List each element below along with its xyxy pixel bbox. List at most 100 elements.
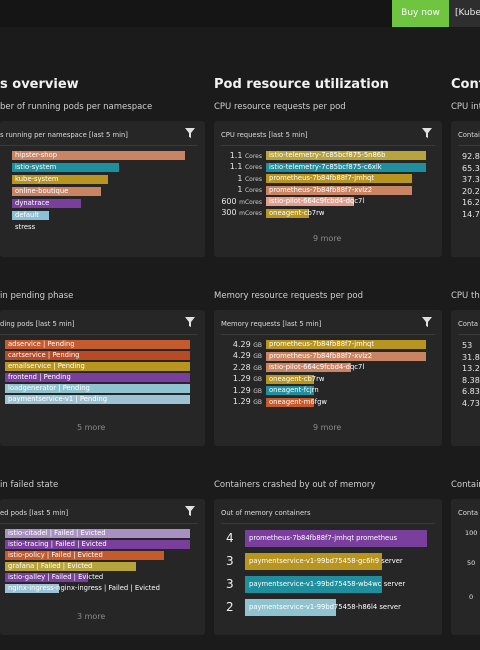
metric-value: 16.2 [462,198,480,207]
bar[interactable]: online-boutique [12,187,101,196]
status-bar[interactable]: emailservice | Pending [5,362,190,371]
bar[interactable]: hipster-shop [12,151,185,160]
more-link[interactable]: 9 more [313,423,342,432]
more-link[interactable]: 3 more [77,612,106,621]
panel-cpu-thr: Conta 53 31.8 13.2 8.38 6.83 4.73 [451,310,480,446]
status-bar[interactable]: istio-policy | Failed | Evicted [5,551,164,560]
panel-head: Contai [458,131,480,139]
filter-icon[interactable] [185,317,195,327]
pod-name: prometheus-7b84fb88f7-jmhqt [269,174,374,182]
panel-containers: Conta 100 50 0 [451,499,480,635]
axis-tick: 0 [469,593,474,601]
subtitle-cpu-int: CPU int [451,102,480,112]
filter-icon[interactable] [185,506,195,516]
pod-name: istio-pilot-664c9fcbd4-dqc7l [269,197,365,205]
bar[interactable]: istio-system [12,163,119,172]
panel-head: Conta [458,320,479,328]
resource-bar[interactable]: oneagent-cb7rw [266,208,324,218]
pod-name: oneagent-cb7rw [269,208,325,217]
status-bar[interactable]: istio-citadel | Failed | Evicted [5,529,190,538]
oom-bar[interactable]: paymentservice-v1-99bd75458-wb4wc server [245,576,405,593]
resource-bar[interactable]: istio-pilot-664c9fcbd4-dqc7l [266,363,364,372]
filter-icon[interactable] [185,128,195,138]
status-bar[interactable]: loadgenerator | Pending [5,384,190,393]
value-number: 4.29 [232,351,251,360]
resource-bar[interactable]: prometheus-7b84fb88f7-xvlz2 [266,185,412,195]
oom-bar[interactable]: paymentservice-v1-99bd75458-gc6h9 server [245,553,403,570]
resource-bar[interactable]: istio-telemetry-7c85bcf875-c6xlk [266,162,426,172]
container-name: paymentservice-v1-99bd75458-h86l4 server [249,603,401,611]
panel-memory-requests: Memory requests [last 5 min] 4.29 GB prom… [214,310,442,446]
resource-value: 1.29 GB [214,397,262,406]
value-unit: GB [253,399,262,406]
oom-bar[interactable]: prometheus-7b84fb88f7-jmhqt prometheus [245,530,427,547]
status-label: grafana | Failed | Evicted [8,562,93,570]
more-link[interactable]: 5 more [77,423,106,432]
pod-name: istio-pilot-664c9fcbd4-dqc7l [269,363,365,371]
resource-bar[interactable]: oneagent-fcjrn [266,386,319,395]
value-number: 4.29 [232,339,251,349]
metric-value: 53 [462,341,473,350]
panel-head: Conta [458,509,479,517]
metric-value: 6.83 [462,387,480,396]
resource-value: 4.29 GB [214,340,262,349]
resource-bar[interactable]: prometheus-7b84fb88f7-jmhqt [266,340,426,349]
value-number: 1.29 [232,385,251,395]
kube-tab[interactable]: [Kube [449,0,480,27]
buy-now-button[interactable]: Buy now [392,0,449,27]
bar[interactable]: default [12,211,49,220]
value-number: 300 [221,208,237,217]
value-unit: GB [253,364,262,372]
resource-bar[interactable]: istio-pilot-664c9fcbd4-dqc7l [266,197,364,206]
panel-cpu-int: Contai 92.8 65.3 37.3 20.2 16.2 14.7 [451,121,480,257]
bar[interactable]: dynatrace [12,199,81,208]
pod-name: prometheus-7b84fb88f7-jmhqt [269,340,374,348]
filter-icon[interactable] [422,128,432,138]
pod-name: oneagent-fcjrn [269,386,319,394]
status-bar[interactable]: paymentservice-v1 | Pending [5,395,190,404]
pod-name: prometheus-7b84fb88f7-xvlz2 [269,185,373,194]
value-number: 1 [237,185,243,194]
status-bar[interactable]: istio-tracing | Failed | Evicted [5,540,190,549]
row-label: stress [15,223,36,231]
metric-value: 31.8 [462,352,480,362]
status-label: istio-galley | Failed | Evicted [8,573,104,581]
pod-name: istio-telemetry-7c85bcf875-c6xlk [269,162,382,171]
resource-bar[interactable]: istio-telemetry-7c85bcf875-5n86b [266,151,426,160]
resource-bar[interactable]: oneagent-m6fgw [266,397,327,407]
status-bar[interactable]: grafana | Failed | Evicted [5,562,136,571]
status-bar[interactable]: nginx-ingress-nginx-ingress | Failed | E… [5,584,160,593]
status-bar[interactable]: frontend | Pending [5,373,190,382]
panel-head: Out of memory containers [221,509,311,517]
metric-value: 37.3 [462,175,480,184]
value-unit: mCores [239,210,262,217]
container-name: prometheus-7b84fb88f7-jmhqt prometheus [249,534,398,542]
status-bar[interactable]: adservice | Pending [5,340,190,349]
filter-icon[interactable] [422,317,432,327]
status-bar[interactable]: cartservice | Pending [5,351,190,360]
bar[interactable]: kube-system [12,175,108,184]
value-unit: GB [253,341,262,349]
subtitle-pending-phase: in pending phase [0,291,74,301]
panel-oom-containers: Out of memory containers 4 prometheus-7b8… [214,499,442,635]
bar-label: kube-system [15,175,59,183]
value-number: 2.28 [232,362,251,372]
subtitle-failed-state: in failed state [0,480,59,490]
resource-value: 1.29 GB [214,374,262,383]
resource-bar[interactable]: prometheus-7b84fb88f7-jmhqt [266,174,412,183]
more-link[interactable]: 9 more [313,234,342,243]
oom-bar[interactable]: paymentservice-v1-99bd75458-h86l4 server [245,599,401,616]
status-label: istio-tracing | Failed | Evicted [8,540,107,548]
panel-pending-pods: ding pods [last 5 min] adservice | Pendi… [0,310,205,446]
subtitle-running-pods: ber of running pods per namespace [0,102,153,112]
panel-failed-pods: ed pods [last 5 min] istio-citadel | Fai… [0,499,205,635]
value-unit: Cores [244,164,262,171]
axis-tick: 50 [467,559,476,567]
resource-bar[interactable]: prometheus-7b84fb88f7-xvlz2 [266,351,426,361]
resource-bar[interactable]: oneagent-cb7rw [266,374,324,384]
metric-value: 20.2 [462,186,480,196]
metric-value: 92.8 [462,152,480,161]
resource-value: 1 Cores [214,174,262,183]
status-bar[interactable]: istio-galley | Failed | Evicted [5,573,103,582]
pod-name: oneagent-cb7rw [269,374,325,383]
